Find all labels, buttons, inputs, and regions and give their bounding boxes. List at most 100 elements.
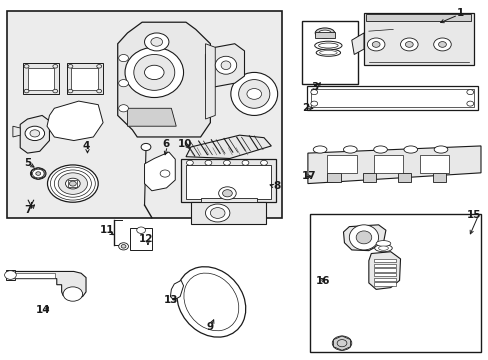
Polygon shape	[343, 225, 385, 251]
Ellipse shape	[318, 43, 337, 48]
Bar	[302, 21, 357, 84]
Bar	[22, 63, 59, 94]
Bar	[181, 159, 276, 202]
Polygon shape	[170, 280, 183, 300]
Bar	[362, 173, 375, 182]
Ellipse shape	[210, 208, 224, 219]
Text: 17: 17	[302, 171, 316, 181]
Bar	[419, 155, 448, 173]
Bar	[366, 14, 470, 21]
Ellipse shape	[366, 38, 384, 51]
Bar	[397, 173, 410, 182]
Text: 16: 16	[316, 276, 330, 286]
Ellipse shape	[218, 187, 236, 200]
Ellipse shape	[144, 65, 163, 80]
Bar	[130, 228, 152, 250]
Ellipse shape	[69, 181, 76, 186]
Bar	[373, 264, 395, 267]
Ellipse shape	[242, 160, 248, 165]
Text: 13: 13	[164, 295, 178, 305]
Ellipse shape	[466, 90, 473, 95]
Polygon shape	[185, 135, 271, 158]
Ellipse shape	[97, 89, 102, 93]
Ellipse shape	[374, 244, 391, 252]
Ellipse shape	[65, 178, 80, 189]
Bar	[185, 165, 271, 199]
Ellipse shape	[134, 54, 174, 90]
Ellipse shape	[30, 168, 46, 179]
Polygon shape	[118, 22, 210, 137]
Text: 10: 10	[178, 139, 192, 149]
Ellipse shape	[371, 41, 379, 47]
Ellipse shape	[230, 72, 277, 116]
Bar	[5, 270, 15, 280]
Ellipse shape	[53, 89, 58, 93]
Ellipse shape	[375, 240, 390, 246]
Bar	[200, 198, 256, 202]
Bar	[310, 214, 480, 352]
Ellipse shape	[223, 160, 230, 165]
Text: 3: 3	[311, 82, 318, 92]
Ellipse shape	[160, 170, 169, 177]
Text: 4: 4	[82, 141, 89, 151]
Text: 9: 9	[206, 322, 213, 332]
Ellipse shape	[348, 225, 378, 250]
Bar	[373, 155, 402, 173]
Text: 15: 15	[466, 210, 480, 220]
Ellipse shape	[144, 33, 168, 51]
Text: 14: 14	[36, 305, 51, 315]
Ellipse shape	[466, 101, 473, 106]
Polygon shape	[205, 44, 244, 87]
Ellipse shape	[137, 227, 145, 233]
Ellipse shape	[141, 143, 151, 150]
Polygon shape	[8, 271, 86, 298]
Ellipse shape	[119, 105, 128, 112]
Bar	[68, 180, 77, 187]
Ellipse shape	[119, 80, 128, 87]
Ellipse shape	[121, 244, 126, 248]
Ellipse shape	[119, 54, 128, 62]
Bar	[327, 173, 340, 182]
Bar	[373, 278, 395, 281]
Ellipse shape	[24, 64, 29, 68]
Polygon shape	[31, 168, 45, 179]
Ellipse shape	[30, 130, 40, 137]
Ellipse shape	[215, 56, 236, 74]
Ellipse shape	[4, 271, 16, 279]
Ellipse shape	[204, 160, 211, 165]
Polygon shape	[127, 108, 176, 126]
Ellipse shape	[68, 64, 73, 68]
Polygon shape	[307, 146, 480, 184]
Ellipse shape	[319, 50, 336, 55]
Bar	[71, 68, 98, 90]
Ellipse shape	[318, 30, 330, 36]
Bar	[10, 273, 55, 278]
Bar	[66, 63, 103, 94]
Ellipse shape	[63, 287, 82, 301]
Bar	[327, 155, 356, 173]
Ellipse shape	[50, 167, 95, 200]
Ellipse shape	[331, 336, 351, 350]
Bar	[373, 259, 395, 262]
Ellipse shape	[177, 267, 245, 337]
Ellipse shape	[403, 146, 417, 153]
Polygon shape	[13, 126, 20, 137]
Ellipse shape	[119, 243, 128, 250]
Ellipse shape	[32, 169, 44, 178]
Ellipse shape	[125, 47, 183, 98]
Polygon shape	[368, 252, 400, 289]
Ellipse shape	[355, 231, 371, 244]
Ellipse shape	[310, 101, 317, 106]
Ellipse shape	[151, 38, 162, 46]
Bar	[432, 173, 446, 182]
Ellipse shape	[47, 165, 98, 202]
Text: 5: 5	[24, 158, 31, 168]
Ellipse shape	[58, 173, 87, 194]
Ellipse shape	[25, 126, 44, 140]
Text: 11: 11	[100, 225, 114, 235]
Ellipse shape	[68, 89, 73, 93]
Ellipse shape	[238, 80, 269, 108]
Ellipse shape	[433, 38, 450, 51]
Ellipse shape	[54, 170, 91, 197]
Ellipse shape	[97, 64, 102, 68]
